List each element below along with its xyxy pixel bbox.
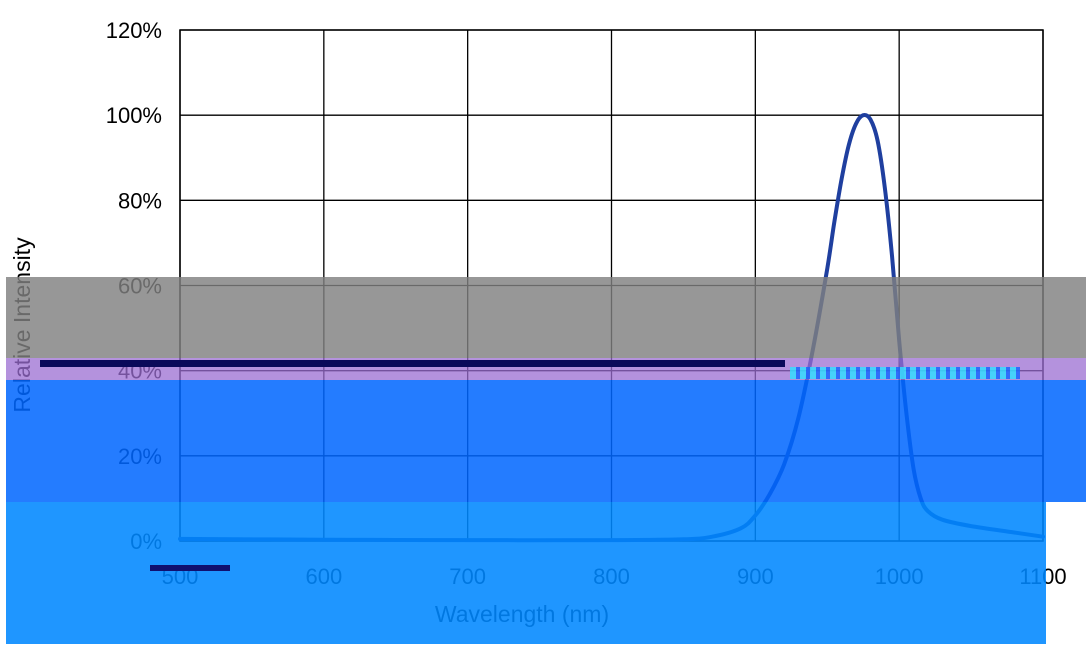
x-tick-label-1: 600	[305, 564, 342, 589]
y-tick-label-4: 80%	[118, 188, 162, 213]
y-tick-label-1: 20%	[118, 444, 162, 469]
x-tick-label-6: 1100	[1019, 564, 1066, 589]
x-tick-label-0: 500	[162, 564, 199, 589]
x-tick-labels: 500 600 700 800 900 1000 1100	[162, 564, 1067, 589]
x-tick-label-2: 700	[449, 564, 486, 589]
y-axis-label: Relative Intensity	[9, 237, 35, 413]
x-axis-label: Wavelength (nm)	[435, 601, 609, 627]
y-tick-labels: 0% 20% 40% 60% 80% 100% 120%	[106, 18, 162, 554]
x-tick-label-4: 900	[737, 564, 774, 589]
x-tick-label-5: 1000	[875, 564, 924, 589]
x-tick-label-3: 800	[593, 564, 630, 589]
y-tick-label-0: 0%	[130, 529, 162, 554]
y-tick-label-3: 60%	[118, 274, 162, 299]
y-tick-label-2: 40%	[118, 359, 162, 384]
y-tick-label-5: 100%	[106, 103, 162, 128]
y-tick-label-6: 120%	[106, 18, 162, 43]
